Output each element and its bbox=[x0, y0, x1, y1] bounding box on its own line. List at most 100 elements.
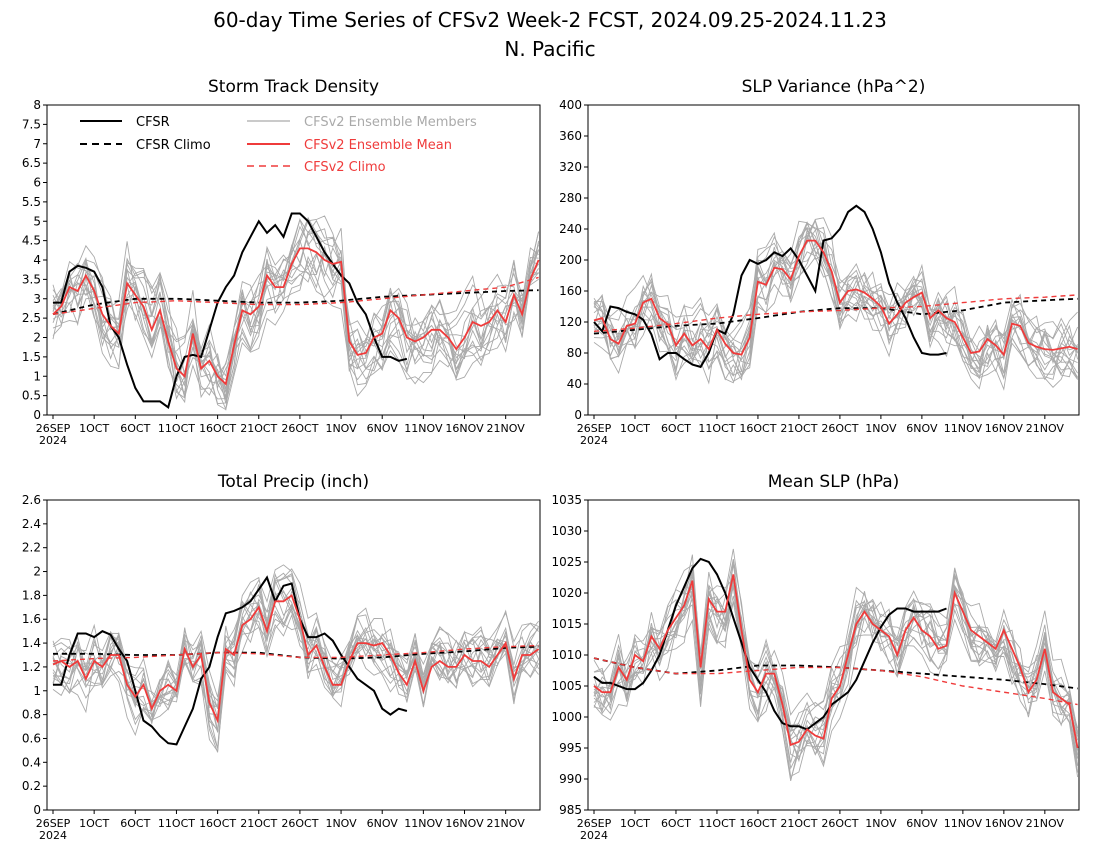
y-tick-label: 1000 bbox=[551, 710, 582, 724]
y-tick-label: 0.2 bbox=[22, 779, 41, 793]
ensemble-member-line bbox=[52, 246, 539, 397]
y-tick-label: 4.5 bbox=[22, 234, 41, 248]
x-tick-label: 6NOV bbox=[906, 422, 938, 435]
legend-label: CFSv2 Ensemble Members bbox=[304, 115, 477, 130]
y-tick-label: 0 bbox=[574, 408, 582, 422]
y-tick-label: 7.5 bbox=[22, 117, 41, 131]
y-tick-label: 0.8 bbox=[22, 708, 41, 722]
ensemble-mean-line bbox=[52, 593, 540, 724]
figure-subtitle: N. Pacific bbox=[504, 37, 595, 61]
x-tick-label: 21NOV bbox=[1026, 422, 1065, 435]
ensemble-member-line bbox=[52, 564, 539, 726]
ensemble-member-line bbox=[52, 572, 539, 709]
plot-frame bbox=[46, 499, 541, 811]
panel-title: Mean SLP (hPa) bbox=[768, 472, 900, 492]
y-tick-label: 2.4 bbox=[22, 517, 41, 531]
x-tick-label: 16NOV bbox=[445, 422, 484, 435]
chart-panels: Storm Track Density 0 0.5 1 1.5 2 2.5 3 3.5 4 4.5 5… bbox=[22, 77, 1080, 842]
y-tick-label: 1035 bbox=[551, 493, 582, 507]
panel-title: Total Precip (inch) bbox=[217, 472, 369, 492]
y-tick-label: 2.2 bbox=[22, 541, 41, 555]
cfsr-line bbox=[593, 557, 947, 731]
ensemble-members bbox=[593, 217, 1079, 391]
y-tick-label: 240 bbox=[559, 222, 582, 236]
cfsv2-climo-line bbox=[52, 644, 539, 662]
y-tick-label: 1025 bbox=[551, 555, 582, 569]
chart-panel-2: SLP Variance (hPa^2) 0 40 80 120 160 200 240 280… bbox=[559, 77, 1080, 447]
ensemble-members bbox=[593, 548, 1079, 782]
figure-title: 60-day Time Series of CFSv2 Week-2 FCST,… bbox=[213, 8, 887, 32]
cfsv2-climo-line bbox=[52, 276, 539, 315]
y-tick-label: 5.5 bbox=[22, 195, 41, 209]
x-tick-label: 26SEP bbox=[36, 422, 71, 435]
y-tick-label: 0 bbox=[33, 408, 41, 422]
y-tick-label: 320 bbox=[559, 160, 582, 174]
x-tick-label: 26OCT bbox=[821, 817, 858, 830]
x-tick-label: 6OCT bbox=[661, 817, 691, 830]
y-tick-label: 7 bbox=[33, 137, 41, 151]
y-tick-label: 120 bbox=[559, 315, 582, 329]
x-tick-label: 1NOV bbox=[865, 817, 897, 830]
ensemble-member-line bbox=[52, 606, 539, 731]
y-tick-label: 160 bbox=[559, 284, 582, 298]
y-tick-label: 1.4 bbox=[22, 636, 41, 650]
y-tick-label: 0.4 bbox=[22, 755, 41, 769]
x-tick-label: 26OCT bbox=[281, 422, 318, 435]
y-tick-label: 995 bbox=[559, 741, 582, 755]
y-tick-label: 1020 bbox=[551, 586, 582, 600]
x-tick-label: 11OCT bbox=[698, 422, 735, 435]
y-tick-label: 1.6 bbox=[22, 612, 41, 626]
x-tick-label: 16NOV bbox=[985, 422, 1024, 435]
y-tick-label: 990 bbox=[559, 772, 582, 786]
legend-cfsv2-climo: CFSv2 Climo bbox=[247, 160, 386, 175]
x-tick-label: 16NOV bbox=[985, 817, 1024, 830]
y-tick-label: 280 bbox=[559, 191, 582, 205]
x-tick-label: 11OCT bbox=[158, 817, 195, 830]
x-tick-label: 16OCT bbox=[199, 422, 236, 435]
chart-panel-1: Storm Track Density 0 0.5 1 1.5 2 2.5 3 3.5 4 4.5 5… bbox=[22, 77, 541, 447]
y-tick-label: 1010 bbox=[551, 648, 582, 662]
x-tick-label: 26SEP bbox=[577, 817, 612, 830]
ensemble-member-line bbox=[593, 548, 1079, 780]
x-tick-label: 11NOV bbox=[944, 817, 983, 830]
y-tick-label: 360 bbox=[559, 129, 582, 143]
x-tick-label: 16OCT bbox=[739, 817, 776, 830]
y-tick-label: 200 bbox=[559, 253, 582, 267]
legend-cfsr: CFSR bbox=[80, 115, 170, 130]
x-tick-label: 6OCT bbox=[661, 422, 691, 435]
y-tick-label: 2 bbox=[33, 331, 41, 345]
legend-cfsr-climo: CFSR Climo bbox=[80, 138, 211, 153]
y-tick-label: 0.5 bbox=[22, 389, 41, 403]
y-tick-label: 4 bbox=[33, 253, 41, 267]
ensemble-mean-line bbox=[593, 239, 1078, 357]
x-tick-label: 26SEP bbox=[577, 422, 612, 435]
x-tick-label: 16OCT bbox=[199, 817, 236, 830]
x-year-label: 2024 bbox=[580, 434, 608, 447]
y-tick-label: 80 bbox=[567, 346, 582, 360]
y-tick-label: 3.5 bbox=[22, 272, 41, 286]
ensemble-member-line bbox=[52, 245, 539, 400]
x-tick-label: 11OCT bbox=[698, 817, 735, 830]
y-tick-label: 1.5 bbox=[22, 350, 41, 364]
legend-ensemble-mean: CFSv2 Ensemble Mean bbox=[247, 138, 452, 153]
cfsr-line bbox=[593, 204, 947, 369]
legend: CFSR CFSR Climo CFSv2 Ensemble Members CFSv… bbox=[80, 115, 477, 175]
y-tick-label: 400 bbox=[559, 98, 582, 112]
chart-panel-4: Mean SLP (hPa) 985 990 995 1000 1005 1010 1015 1… bbox=[551, 472, 1080, 842]
x-tick-label: 21NOV bbox=[1026, 817, 1065, 830]
ensemble-member-line bbox=[593, 567, 1079, 777]
x-year-label: 2024 bbox=[39, 434, 67, 447]
ensemble-member-line bbox=[52, 257, 539, 411]
x-tick-label: 26OCT bbox=[281, 817, 318, 830]
panel-title: SLP Variance (hPa^2) bbox=[742, 77, 926, 97]
y-tick-label: 1030 bbox=[551, 524, 582, 538]
ensemble-member-line bbox=[593, 217, 1078, 382]
y-tick-label: 1 bbox=[33, 684, 41, 698]
cfsv2-climo-line bbox=[593, 657, 1078, 706]
y-tick-label: 1.8 bbox=[22, 588, 41, 602]
ensemble-member-line bbox=[52, 225, 539, 399]
x-tick-label: 21OCT bbox=[240, 422, 277, 435]
x-tick-label: 16NOV bbox=[445, 817, 484, 830]
y-tick-label: 0.6 bbox=[22, 731, 41, 745]
x-tick-label: 11NOV bbox=[404, 817, 443, 830]
